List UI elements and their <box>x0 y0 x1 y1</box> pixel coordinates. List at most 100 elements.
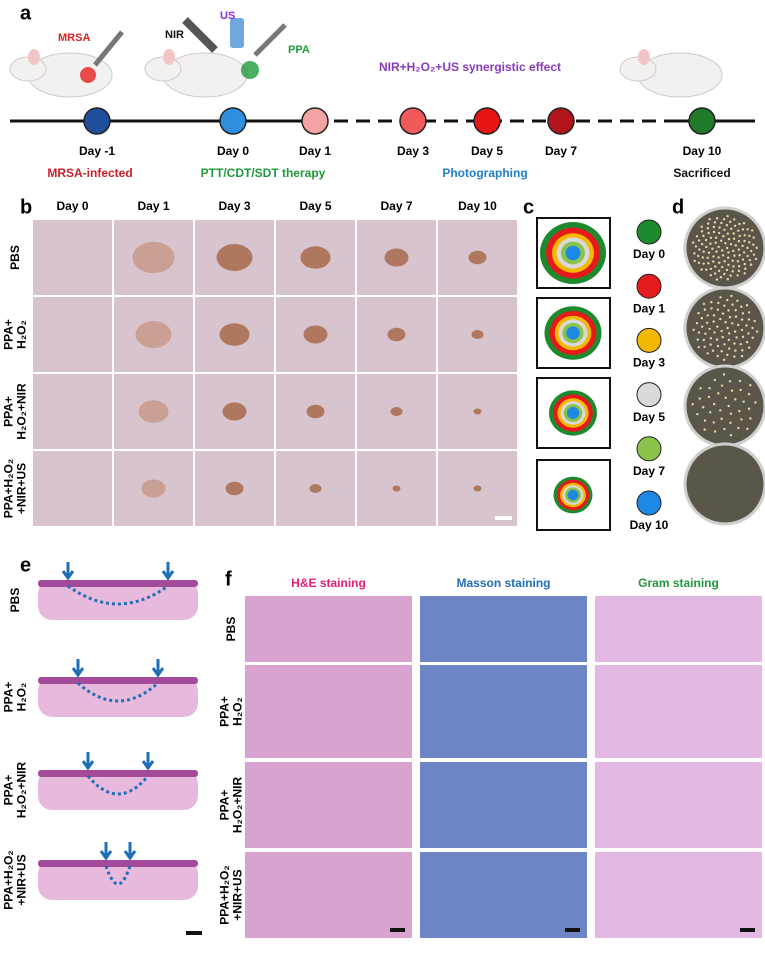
colony <box>734 309 737 312</box>
timeline-dot <box>301 107 329 135</box>
colony <box>708 217 711 221</box>
colony <box>721 335 724 339</box>
colony <box>726 353 729 357</box>
colony <box>711 349 715 352</box>
column-label: Day 0 <box>56 199 88 213</box>
row-label: +NIR+US <box>231 869 245 920</box>
colony <box>745 304 749 307</box>
panel-letter: f <box>225 568 232 590</box>
colony <box>739 342 742 346</box>
colony <box>722 358 726 362</box>
colony <box>742 251 746 254</box>
colony <box>742 221 746 225</box>
wound <box>306 404 325 419</box>
colony <box>697 345 700 349</box>
colony <box>700 317 704 320</box>
colony <box>718 226 721 229</box>
colony <box>717 301 720 305</box>
wound-photo <box>33 374 112 449</box>
histology-image <box>245 665 412 758</box>
colony <box>726 326 729 330</box>
colony <box>733 224 737 228</box>
day-label: Day 7 <box>545 144 577 158</box>
wound <box>387 327 406 342</box>
panel-letter: e <box>20 554 31 576</box>
colony <box>707 231 710 235</box>
caption: Sacrificed <box>673 166 730 180</box>
colony <box>698 397 701 400</box>
wound <box>471 330 484 339</box>
colony <box>741 312 745 315</box>
colony <box>723 228 726 232</box>
row-label: PPA+ <box>218 696 232 727</box>
arrow <box>71 659 85 678</box>
colony <box>726 278 730 281</box>
arrow <box>151 659 165 678</box>
colony <box>693 259 696 263</box>
colony <box>722 217 726 221</box>
row-label: PPA+ <box>2 775 16 806</box>
colony <box>704 332 707 335</box>
colony <box>712 225 716 229</box>
colony <box>703 308 707 311</box>
wound <box>384 248 409 267</box>
colony <box>722 235 725 238</box>
colony <box>733 342 736 345</box>
colony <box>727 251 730 254</box>
colony <box>743 239 746 243</box>
colony <box>716 325 719 328</box>
annotation: NIR+H₂O₂+US synergistic effect <box>379 60 561 74</box>
colony <box>733 254 736 257</box>
colony <box>730 389 734 392</box>
wound <box>135 321 172 348</box>
colony <box>734 315 738 318</box>
row-label: H₂O₂ <box>231 697 245 726</box>
colony <box>693 252 696 255</box>
colony <box>740 354 744 358</box>
colony <box>716 344 720 348</box>
histology-image <box>420 852 587 938</box>
epidermis <box>38 677 198 684</box>
legend-label: Day 10 <box>630 518 669 532</box>
colony <box>713 378 717 382</box>
column-label: Day 1 <box>137 199 169 213</box>
wound-photo <box>33 297 112 372</box>
colony <box>737 265 741 268</box>
agar-plate <box>683 206 765 290</box>
colony <box>708 327 711 331</box>
colony <box>746 427 749 431</box>
colony <box>725 268 729 272</box>
syringe <box>253 23 287 57</box>
colony <box>746 246 749 250</box>
colony <box>727 338 731 342</box>
colony <box>732 265 735 268</box>
timeline-dot <box>83 107 111 135</box>
colony <box>738 234 741 238</box>
colony <box>698 248 701 251</box>
colony <box>719 317 722 321</box>
colony <box>697 261 701 264</box>
colony <box>716 308 720 311</box>
colony <box>700 230 704 233</box>
colony <box>710 301 713 304</box>
colony <box>697 311 700 315</box>
colony <box>729 274 732 277</box>
colony <box>734 398 737 401</box>
colony <box>706 352 709 355</box>
colony <box>710 307 713 310</box>
legend-dot <box>636 273 662 299</box>
colony <box>721 254 725 257</box>
row-label: PPA+H₂O₂ <box>2 850 16 909</box>
wound <box>132 241 175 274</box>
colony <box>719 409 722 412</box>
colony <box>738 379 742 383</box>
colony <box>719 275 723 279</box>
colony <box>732 232 735 235</box>
colony <box>697 254 700 258</box>
epidermis <box>38 860 198 867</box>
colony <box>717 231 721 235</box>
legend-label: Day 3 <box>633 356 665 370</box>
row-label: PPA+ <box>2 319 16 350</box>
colony <box>752 243 755 246</box>
row-label: +NIR+US <box>15 463 29 514</box>
